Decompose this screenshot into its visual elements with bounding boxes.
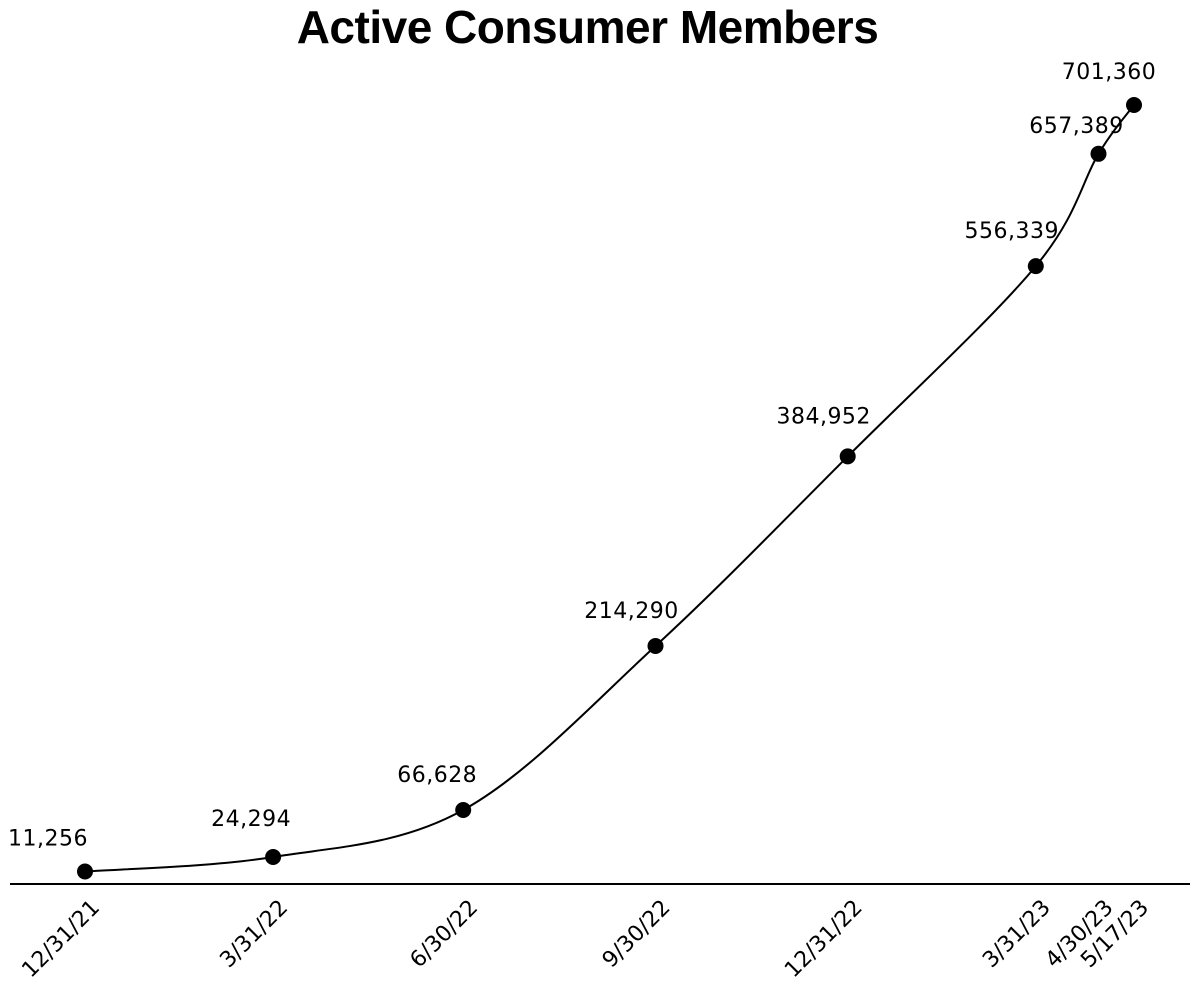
data-point: [647, 638, 664, 654]
data-point: [1027, 258, 1044, 275]
data-label: 657,389: [1029, 114, 1123, 139]
data-label: 384,952: [776, 404, 870, 429]
x-tick-label: 6/30/22: [406, 895, 484, 973]
data-label: 66,628: [397, 763, 477, 788]
data-point: [265, 849, 282, 865]
data-point: [839, 448, 856, 465]
data-point: [1090, 145, 1107, 162]
data-label: 24,294: [211, 807, 291, 832]
data-marks: 11,256 12/31/21 24,294 3/31/22 66,628 6/30/22…: [8, 60, 1156, 983]
data-label: 214,290: [584, 599, 678, 624]
data-label: 11,256: [8, 827, 88, 852]
data-label: 556,339: [965, 219, 1059, 244]
series-line: [84, 104, 1135, 873]
data-point: [1126, 97, 1142, 113]
x-tick-label: 12/31/22: [780, 895, 868, 983]
data-point: [455, 802, 472, 818]
x-tick-label: 9/30/22: [598, 895, 676, 973]
data-point: [77, 863, 93, 880]
data-label: 701,360: [1062, 60, 1156, 85]
chart-title: Active Consumer Members: [296, 1, 879, 53]
x-tick-label: 3/31/22: [215, 895, 293, 973]
x-tick-label: 12/31/21: [17, 895, 105, 983]
x-tick-label: 3/31/23: [978, 895, 1056, 973]
